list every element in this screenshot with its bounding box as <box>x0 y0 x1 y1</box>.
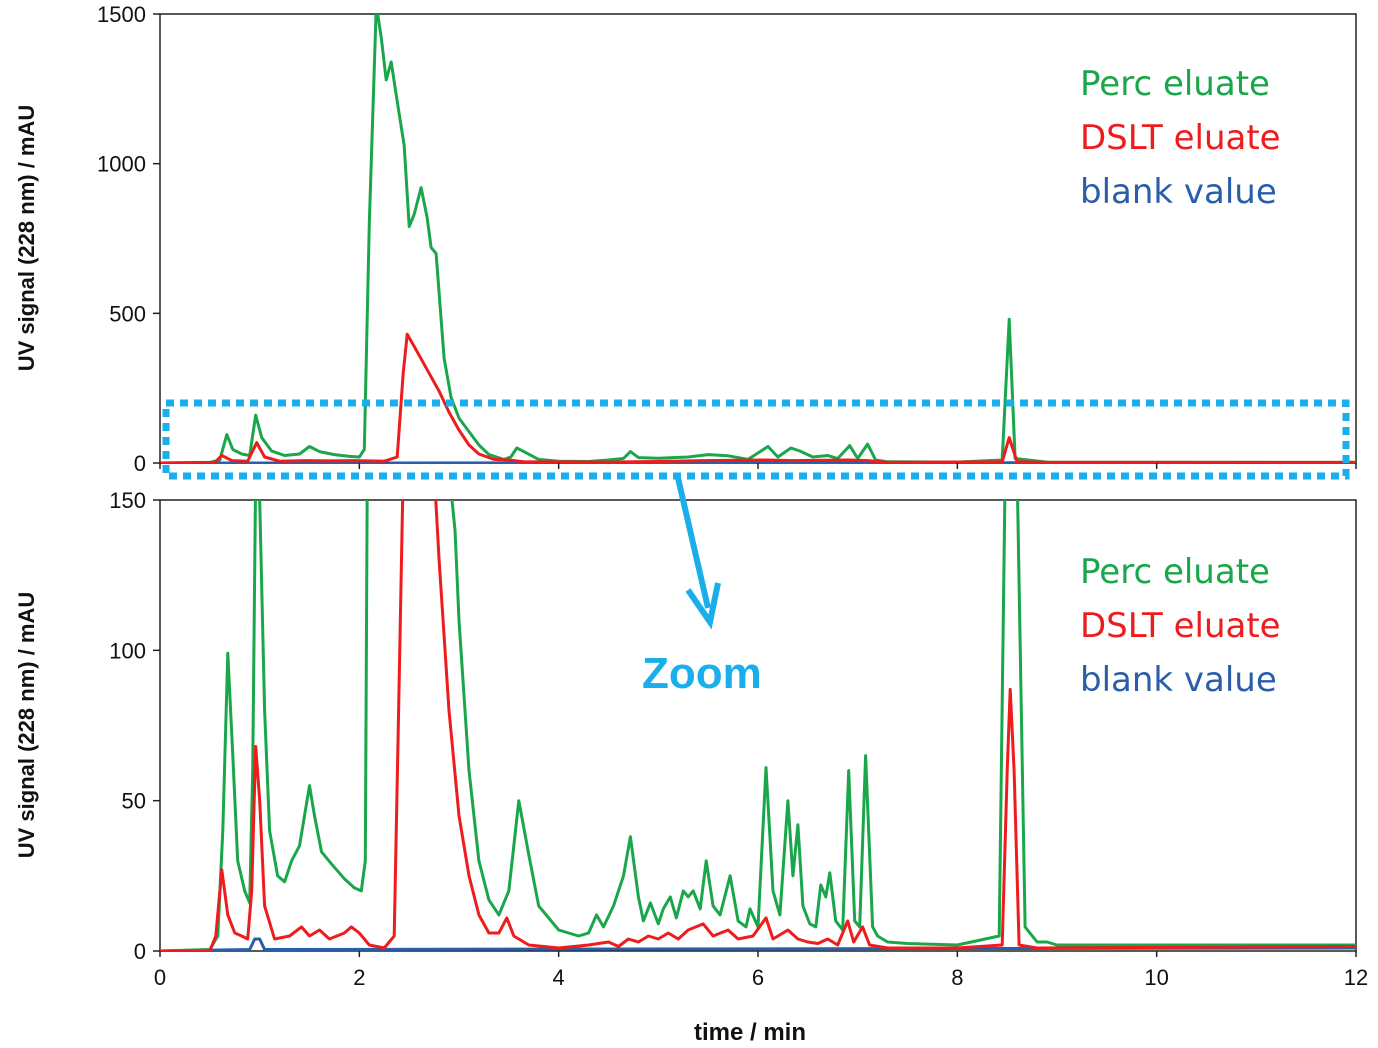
top-series <box>160 14 1356 463</box>
x-tick-label: 8 <box>951 965 963 990</box>
legend-entry: blank value <box>1080 172 1277 212</box>
top-legend: Perc eluate DSLT eluate blank value <box>1080 64 1281 212</box>
bottom-y-ticks: 0 50 100 150 <box>109 488 160 964</box>
x-tick-label: 0 <box>154 965 166 990</box>
x-tick-label: 6 <box>752 965 764 990</box>
zoom-arrow-head-icon <box>685 582 721 630</box>
zoom-region-box <box>162 399 1350 480</box>
y-tick-label: 100 <box>109 638 146 663</box>
series-line-perc-eluate <box>160 500 1356 951</box>
x-tick-label: 4 <box>553 965 565 990</box>
y-tick-label: 500 <box>109 301 146 326</box>
bottom-y-axis-label: UV signal (228 nm) / mAU <box>14 592 39 859</box>
legend-entry: blank value <box>1080 660 1277 700</box>
y-tick-label: 1000 <box>97 152 146 177</box>
y-tick-label: 1500 <box>97 2 146 27</box>
legend-entry: Perc eluate <box>1080 552 1270 592</box>
bottom-legend: Perc eluate DSLT eluate blank value <box>1080 552 1281 700</box>
bottom-series <box>160 500 1356 951</box>
top-y-axis-label: UV signal (228 nm) / mAU <box>14 105 39 372</box>
zoom-annotation: Zoom <box>162 399 1350 698</box>
x-axis-label: time / min <box>694 1019 806 1046</box>
bottom-x-ticks: 0 2 4 6 8 10 12 <box>154 951 1368 990</box>
zoom-arrow-shaft <box>675 477 711 609</box>
legend-entry: Perc eluate <box>1080 64 1270 104</box>
series-line-dslt-eluate <box>160 332 1356 463</box>
x-tick-label: 10 <box>1144 965 1168 990</box>
y-tick-label: 50 <box>122 789 146 814</box>
y-tick-label: 150 <box>109 488 146 513</box>
y-tick-label: 0 <box>134 939 146 964</box>
y-tick-label: 0 <box>134 451 146 476</box>
top-y-ticks: 0 500 1000 1500 <box>97 2 1357 476</box>
x-tick-label: 2 <box>353 965 365 990</box>
legend-entry: DSLT eluate <box>1080 118 1281 158</box>
legend-entry: DSLT eluate <box>1080 606 1281 646</box>
series-line-dslt-eluate <box>160 500 1356 951</box>
top-panel: 0 500 1000 1500 UV signal (228 nm) / mAU Pe… <box>14 2 1357 476</box>
zoom-label: Zoom <box>642 649 762 698</box>
bottom-panel: 0 50 100 150 0 2 4 6 8 10 12 UV signal (228 nm) /… <box>14 488 1368 1046</box>
series-line-perc-eluate <box>160 14 1356 463</box>
series-line-blank-value <box>160 937 1356 951</box>
x-tick-label: 12 <box>1344 965 1368 990</box>
